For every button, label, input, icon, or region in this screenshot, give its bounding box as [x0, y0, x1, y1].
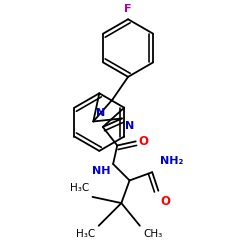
Text: O: O	[160, 195, 170, 208]
Text: CH₃: CH₃	[143, 229, 162, 239]
Text: H₃C: H₃C	[76, 229, 96, 239]
Text: N: N	[96, 108, 106, 118]
Text: NH₂: NH₂	[160, 156, 184, 166]
Text: N: N	[125, 120, 134, 130]
Text: NH: NH	[92, 166, 110, 176]
Text: O: O	[139, 135, 149, 148]
Text: H₃C: H₃C	[70, 183, 89, 193]
Text: F: F	[124, 4, 132, 14]
